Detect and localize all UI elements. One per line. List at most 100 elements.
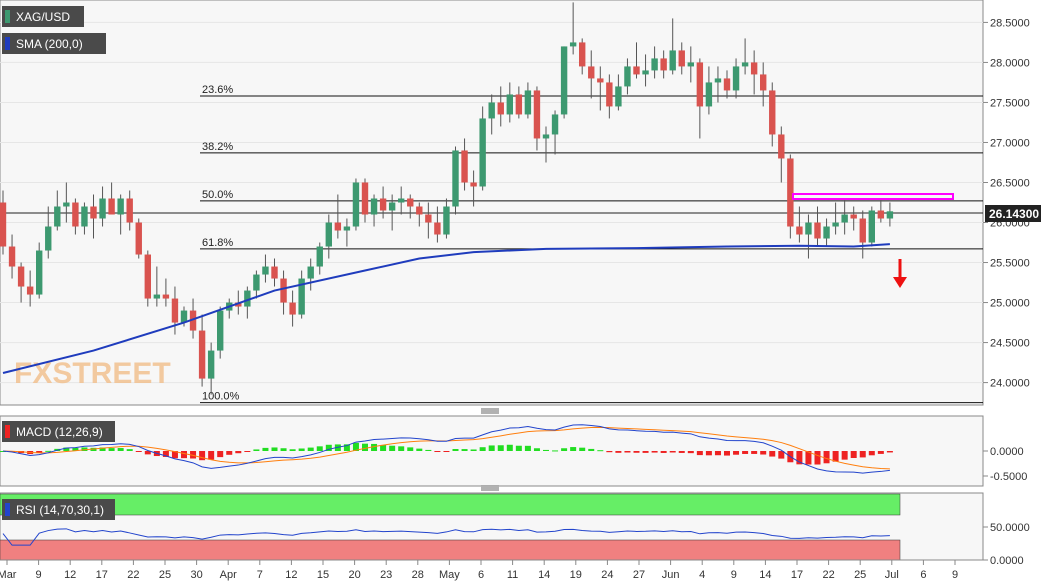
candle-body (606, 82, 613, 107)
rsi-tag[interactable]: RSI (14,70,30,1) (2, 499, 115, 520)
macd-hist-bar (543, 449, 549, 451)
macd-hist-bar (506, 444, 513, 451)
resistance-box (792, 193, 954, 200)
macd-hist-bar (452, 449, 459, 451)
candle-body (388, 202, 396, 211)
candle-body (398, 198, 405, 203)
candle-body (198, 330, 206, 379)
macd-tag[interactable]: MACD (12,26,9) (2, 421, 115, 442)
time-tick-label: 9 (731, 569, 737, 581)
current-price-tag: 26.14300 (985, 205, 1041, 222)
candle-body (117, 198, 124, 215)
macd-hist-bar (552, 450, 559, 452)
macd-hist-bar (108, 448, 115, 451)
candle-body (470, 182, 477, 187)
macd-hist-bar (461, 449, 468, 451)
candle-body (778, 134, 785, 159)
macd-hist-bar (488, 445, 495, 451)
macd-hist-bar (823, 451, 830, 464)
panel-splitter[interactable] (481, 408, 499, 414)
macd-hist-bar (660, 451, 667, 453)
candle-body (443, 206, 450, 235)
candle-body (814, 222, 821, 239)
price-tick-label: 24.5000 (990, 338, 1030, 350)
candle-body (370, 198, 378, 215)
candle-body (823, 226, 830, 239)
time-tick-label: Apr (220, 569, 237, 581)
macd-hist-bar (271, 447, 278, 451)
macd-hist-bar (63, 447, 70, 451)
macd-hist-bar (678, 451, 685, 453)
macd-hist-bar (877, 451, 884, 454)
price-tick-label: 28.5000 (990, 17, 1030, 29)
candle-body (334, 222, 342, 231)
candle-body (488, 102, 495, 119)
price-tick-label: 24.0000 (990, 378, 1030, 390)
macd-hist-bar (687, 451, 694, 454)
price-tick-label: 25.5000 (990, 258, 1030, 270)
candle-body (877, 210, 885, 219)
candle-body (416, 206, 423, 215)
rsi-label: RSI (14,70,30,1) (16, 503, 104, 517)
candle-body (262, 266, 269, 275)
macd-hist-bar (796, 451, 803, 465)
candle-body (90, 206, 97, 219)
fib-label: 100.0% (202, 391, 240, 403)
candle-body (153, 294, 161, 299)
candle-body (741, 62, 749, 67)
down-arrow-icon (893, 259, 907, 288)
candle-body (461, 150, 468, 183)
macd-hist-bar (162, 451, 169, 457)
macd-hist-bar (425, 449, 432, 451)
macd-hist-bar (742, 451, 749, 454)
macd-hist-bar (72, 447, 79, 451)
time-tick-label: Mar (0, 569, 17, 581)
macd-axis: 0.0000 -0.5000 (983, 446, 1027, 483)
candle-body (244, 290, 251, 307)
candle-body (425, 214, 432, 223)
candle-body (787, 158, 794, 227)
symbol-tag[interactable]: XAG/USD (2, 6, 84, 27)
macd-hist-bar (443, 451, 450, 452)
macd-hist-bar (244, 451, 251, 452)
candle-body (868, 210, 875, 243)
candle-body (588, 66, 595, 79)
macd-hist-bar (859, 451, 866, 458)
candle-body (189, 310, 197, 331)
macd-hist-bar (497, 445, 504, 451)
candle-body (769, 90, 776, 135)
macd-hist-bar (841, 451, 848, 460)
macd-hist-bar (778, 451, 785, 459)
macd-hist-bar (226, 451, 233, 455)
time-tick-label: 14 (759, 569, 771, 581)
candle-body (325, 222, 332, 247)
candle-body (850, 214, 857, 219)
time-tick-label: 9 (36, 569, 42, 581)
candle-body (217, 310, 224, 351)
macd-hist-bar (606, 451, 613, 453)
macd-hist-bar (705, 451, 712, 456)
panel-splitter-2[interactable] (481, 485, 499, 491)
macd-hist-bar (181, 451, 187, 459)
fib-label: 23.6% (202, 84, 233, 96)
time-tick-label: 24 (601, 569, 613, 581)
macd-hist-bar (343, 444, 350, 451)
candle-body (651, 58, 658, 71)
time-tick-label: 22 (127, 569, 139, 581)
sma-tag[interactable]: SMA (200,0) (2, 33, 106, 54)
fib-label: 50.0% (202, 189, 233, 201)
candle-body (26, 286, 34, 295)
candle-body (17, 266, 25, 287)
candle-body (316, 246, 323, 267)
time-tick-label: Jul (885, 569, 899, 581)
macd-hist-bar (886, 451, 893, 453)
candle-body (533, 90, 541, 139)
macd-hist-bar (570, 447, 577, 451)
macd-hist-bar (316, 446, 323, 451)
price-panel (0, 0, 984, 406)
macd-hist-bar (669, 451, 676, 453)
fib-label: 38.2% (202, 141, 233, 153)
time-tick-label: 15 (317, 569, 329, 581)
macd-hist-bar (579, 447, 586, 451)
candle-body (108, 198, 115, 215)
